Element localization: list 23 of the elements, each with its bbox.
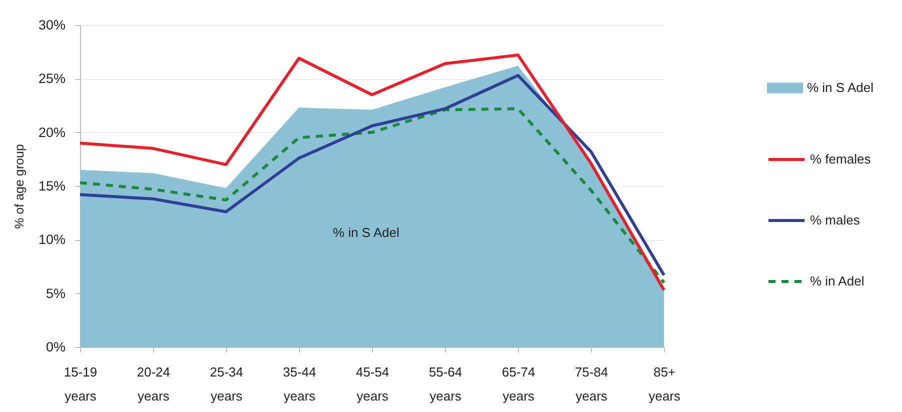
legend-label: % females	[810, 152, 872, 166]
x-tick-label: 65-74 years	[502, 364, 536, 404]
legend-label: % in Adel	[810, 274, 864, 288]
y-tick-label: 25%	[38, 71, 66, 86]
y-tick-label: 30%	[38, 18, 66, 32]
x-tick-label: 35-44 years	[282, 364, 316, 404]
y-axis-title: % of age group	[12, 144, 26, 229]
x-tick-label: 85+ years	[648, 364, 681, 404]
y-tick-label: 15%	[38, 178, 66, 194]
line-series	[78, 107, 666, 284]
x-tick-label: 75-84 years	[574, 364, 608, 404]
legend-label: % in S Adel	[807, 80, 874, 95]
y-tick-label: 10%	[38, 232, 66, 248]
annotation: % in S Adel	[332, 225, 400, 240]
x-tick-label: 45-54 years	[356, 364, 390, 404]
legend-label: % males	[810, 212, 860, 228]
x-tick-label: 55-64 years	[428, 364, 462, 404]
y-tick-label: 5%	[46, 286, 66, 301]
y-tick-label: 20%	[38, 124, 66, 140]
y-tick-label: 0%	[46, 340, 66, 354]
x-tick-label: 15-19 years	[64, 364, 98, 404]
x-tick-label: 25-34 years	[210, 364, 244, 404]
x-tick-label: 20-24 years	[136, 364, 170, 404]
